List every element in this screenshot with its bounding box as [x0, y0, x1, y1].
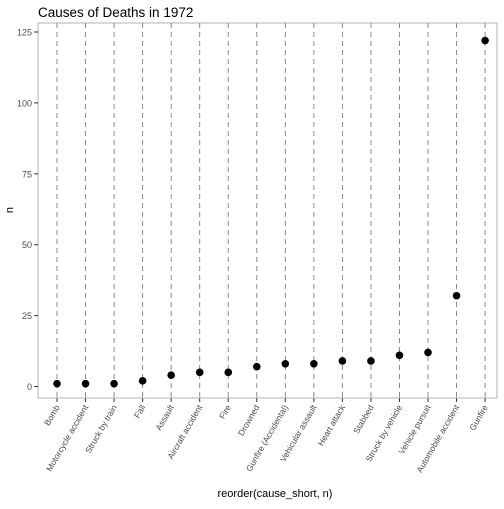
- data-point: [81, 379, 90, 388]
- data-point: [195, 368, 204, 377]
- y-tick-label: 100: [17, 98, 32, 108]
- data-points: [53, 36, 489, 388]
- data-point: [395, 351, 404, 360]
- data-point: [138, 377, 147, 385]
- data-point: [452, 291, 461, 300]
- y-tick-label: 25: [22, 311, 32, 321]
- data-point: [252, 362, 261, 371]
- data-point: [53, 379, 61, 388]
- data-point: [338, 357, 347, 365]
- y-axis-title: n: [4, 207, 16, 213]
- data-point: [310, 360, 318, 368]
- data-point: [424, 348, 432, 357]
- plot-panel: [37, 22, 498, 399]
- y-tick-label: 75: [22, 169, 32, 179]
- data-point: [367, 357, 375, 365]
- data-point: [481, 36, 489, 45]
- chart-title: Causes of Deaths in 1972: [38, 5, 193, 20]
- data-point: [167, 371, 175, 379]
- x-axis-title: reorder(cause_short, n): [218, 488, 333, 500]
- data-point: [224, 368, 233, 377]
- y-tick-label: 0: [27, 382, 32, 392]
- y-tick-label: 50: [22, 240, 32, 250]
- y-axis: 0 25 50 75 100 125: [17, 28, 38, 392]
- data-point: [281, 360, 290, 368]
- data-point: [110, 379, 118, 388]
- y-tick-label: 125: [17, 28, 32, 38]
